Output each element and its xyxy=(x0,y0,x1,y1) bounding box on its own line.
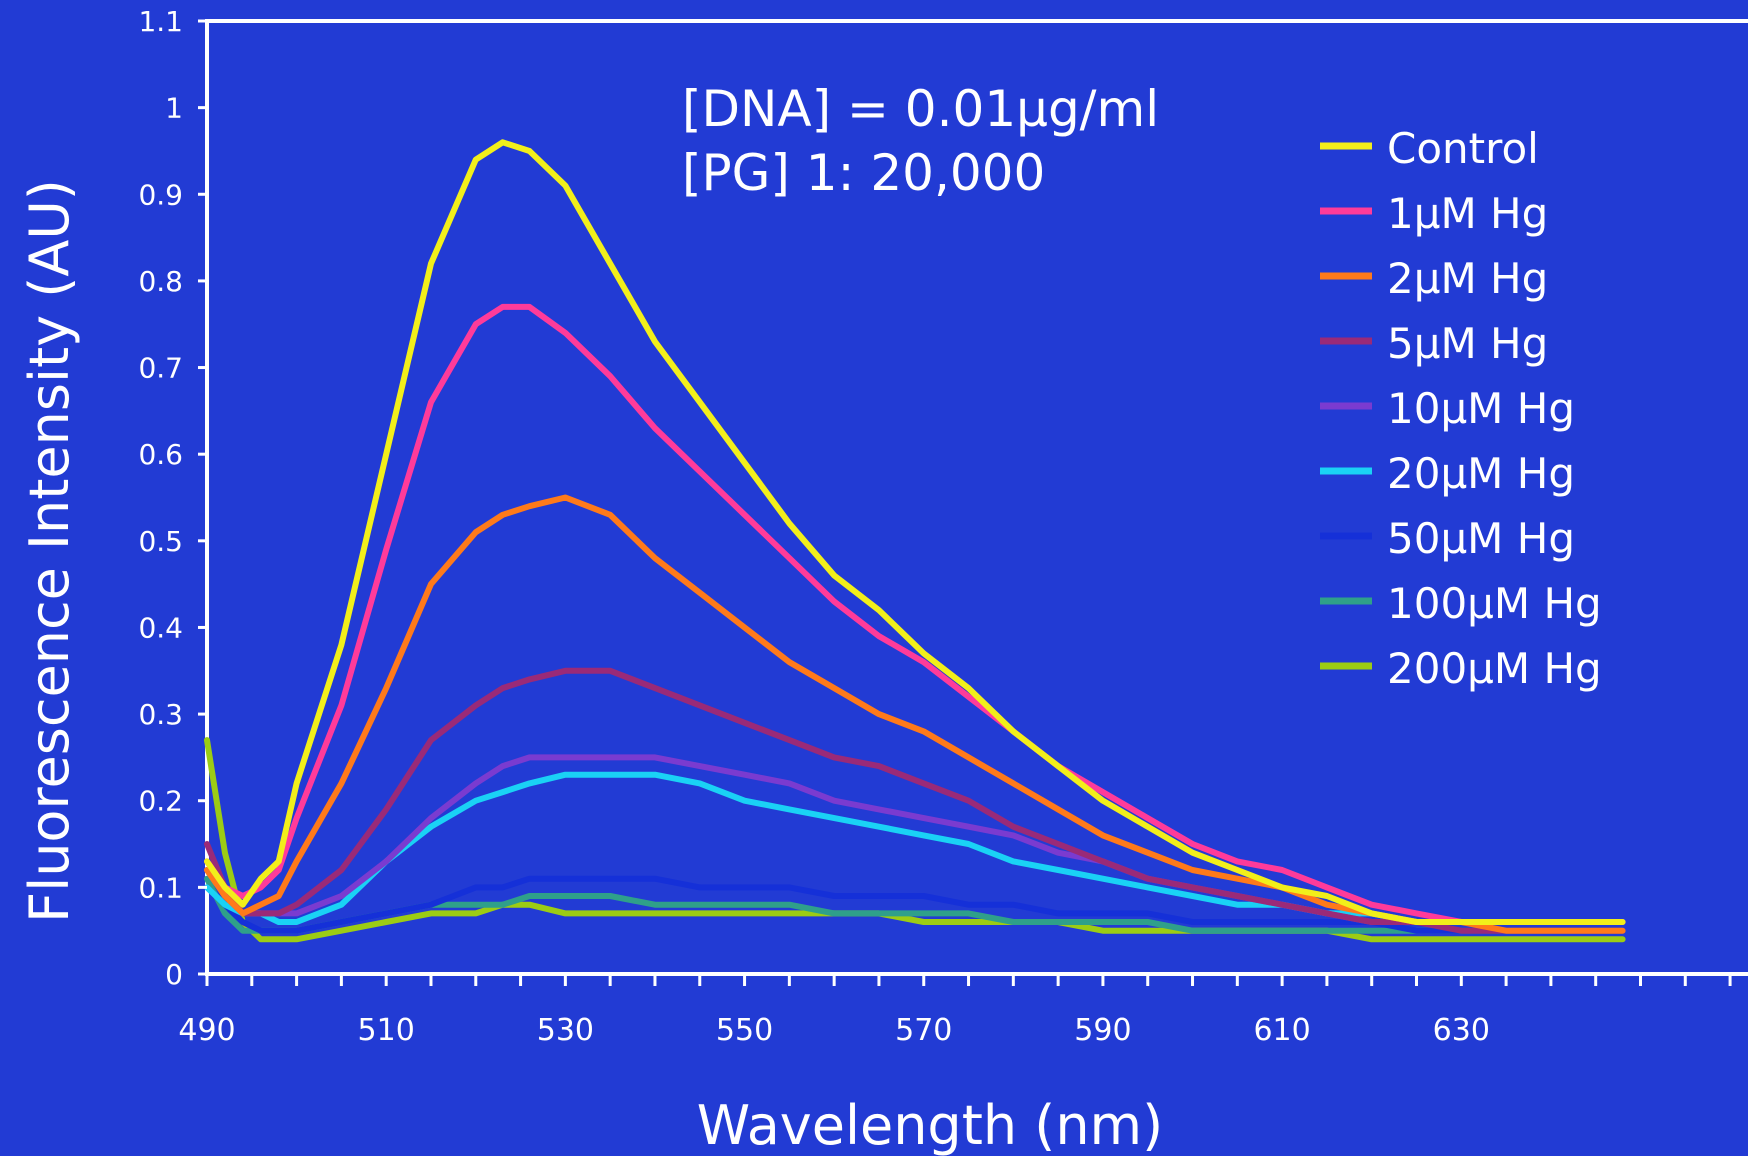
legend-label-2: 2μM Hg xyxy=(1387,254,1548,303)
x-tick-label: 590 xyxy=(1074,1013,1131,1048)
series-layer xyxy=(204,139,1626,943)
legend-label-0: Control xyxy=(1387,124,1539,173)
y-tick-label: 0.4 xyxy=(138,611,183,644)
x-tick-label: 630 xyxy=(1433,1013,1490,1048)
y-tick-label: 0.3 xyxy=(138,698,183,731)
legend-label-1: 1μM Hg xyxy=(1387,189,1548,238)
y-tick-label: 0.1 xyxy=(138,871,183,904)
y-tick-label: 0.9 xyxy=(138,178,183,211)
axes-layer: 0 0.1 0.2 0.3 0.4 0.5 0.6 0.7 0.8 0.9 1 1.1 490 510 53… xyxy=(138,5,1732,1048)
x-axis-label: Wavelength (nm) xyxy=(697,1094,1163,1156)
plot-frame xyxy=(205,19,1748,976)
x-tick-label: 570 xyxy=(895,1013,952,1048)
x-tick-label: 510 xyxy=(358,1013,415,1048)
y-tick-label: 0.7 xyxy=(138,352,183,385)
y-tick-label: 0.6 xyxy=(138,438,183,471)
x-tick-label: 610 xyxy=(1253,1013,1310,1048)
series-line-0 xyxy=(204,139,1626,925)
legend-label-5: 20μM Hg xyxy=(1387,449,1575,498)
plot-border xyxy=(205,19,1748,976)
legend: Control 1μM Hg 2μM Hg 5μM Hg 10μM Hg 20μM Hg 5… xyxy=(1320,124,1602,693)
series-line-3 xyxy=(204,667,1626,934)
annotation-line-1: [DNA] = 0.01μg/ml xyxy=(682,80,1159,138)
x-tick-label: 490 xyxy=(178,1013,235,1048)
legend-label-8: 200μM Hg xyxy=(1387,644,1602,693)
y-tick-label: 0.2 xyxy=(138,785,183,818)
y-tick-label: 1.1 xyxy=(138,5,183,38)
y-tick-label: 0.5 xyxy=(138,525,183,558)
series-line-5 xyxy=(204,771,1626,925)
legend-label-7: 100μM Hg xyxy=(1387,579,1602,628)
legend-label-3: 5μM Hg xyxy=(1387,319,1548,368)
series-line-1 xyxy=(204,303,1626,925)
legend-label-6: 50μM Hg xyxy=(1387,514,1575,563)
legend-label-4: 10μM Hg xyxy=(1387,384,1575,433)
y-axis-label: Fluorescence Intensity (AU) xyxy=(18,179,81,923)
annotation-line-2: [PG] 1: 20,000 xyxy=(682,144,1045,202)
x-tick-label: 530 xyxy=(537,1013,594,1048)
y-tick-label: 0 xyxy=(165,958,183,991)
y-tick-label: 1 xyxy=(165,92,183,125)
x-tick-label: 550 xyxy=(716,1013,773,1048)
y-tick-label: 0.8 xyxy=(138,265,183,298)
